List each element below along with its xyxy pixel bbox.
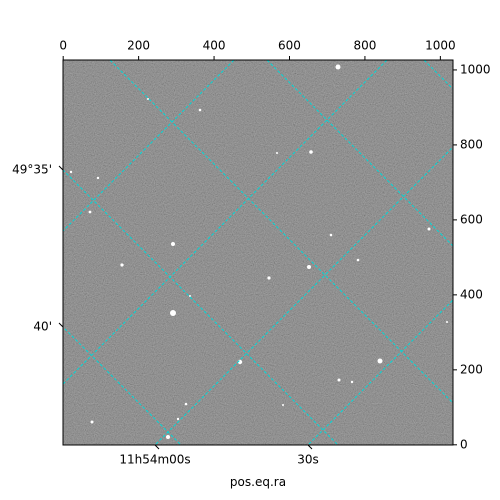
x-tick-label: 200	[127, 39, 150, 53]
x-tick-label: 400	[203, 39, 226, 53]
dec-tick-label: 40'	[33, 320, 52, 334]
dec-tick	[58, 322, 64, 328]
x-tick-label: 800	[353, 39, 376, 53]
x-tick-label: 1000	[425, 39, 456, 53]
dec-tick-label: 49°35'	[12, 163, 52, 177]
y-tick-label: 600	[460, 212, 483, 226]
y-tick-label: 400	[460, 287, 483, 301]
image-noise	[63, 60, 453, 445]
y-tick-label: 1000	[460, 62, 491, 76]
ra-tick-label: 11h54m00s	[119, 453, 190, 467]
ra-tick	[154, 444, 160, 450]
y-tick-label: 200	[460, 362, 483, 376]
y-tick-label: 0	[460, 437, 468, 451]
dec-grid-line	[423, 60, 453, 90]
dec-grid-line	[109, 60, 453, 404]
stars	[69, 64, 448, 439]
dec-tick	[58, 165, 64, 171]
y-tick-label: 800	[460, 137, 483, 151]
ra-tick-label: 30s	[297, 453, 319, 467]
ra-grid-line	[63, 60, 235, 232]
x-axis-label: pos.eq.ra	[230, 475, 286, 489]
x-tick-label: 0	[59, 39, 67, 53]
dec-grid-line	[266, 60, 453, 247]
ra-tick	[307, 444, 313, 450]
ra-grid-line	[63, 60, 388, 385]
axes-frame	[62, 59, 454, 446]
x-tick-label: 600	[278, 39, 301, 53]
